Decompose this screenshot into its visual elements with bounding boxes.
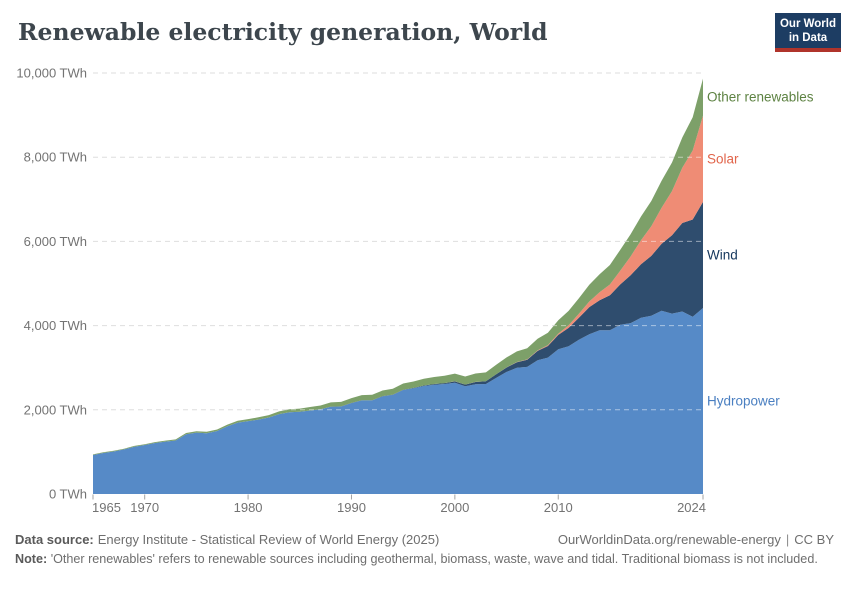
y-tick-label: 8,000 TWh	[24, 150, 87, 165]
x-tick-label: 2010	[544, 500, 573, 515]
y-tick-label: 0 TWh	[49, 487, 87, 502]
x-tick-label: 1970	[130, 500, 159, 515]
y-tick-label: 4,000 TWh	[24, 318, 87, 333]
series-label-other-renewables[interactable]: Other renewables	[707, 90, 814, 105]
note-text: 'Other renewables' refers to renewable s…	[50, 552, 818, 567]
x-tick-label: 1990	[337, 500, 366, 515]
owid-logo[interactable]: Our World in Data	[775, 13, 841, 53]
x-tick-label: 2024	[677, 500, 706, 515]
area-hydropower[interactable]	[93, 308, 703, 494]
series-label-hydropower[interactable]: Hydropower	[707, 394, 780, 409]
data-source: Data source: Energy Institute - Statistic…	[15, 531, 439, 549]
x-tick-label: 1965	[92, 500, 121, 515]
y-tick-label: 10,000 TWh	[16, 66, 87, 81]
owid-url-link[interactable]: OurWorldinData.org/renewable-energy	[557, 532, 781, 547]
y-tick-label: 6,000 TWh	[24, 234, 87, 249]
series-label-solar[interactable]: Solar	[707, 151, 739, 166]
owid-logo-line1: Our World	[779, 18, 836, 30]
stacked-area-chart: 0 TWh 2,000 TWh 4,000 TWh 6,000 TWh 8,000 TW…	[16, 66, 814, 516]
x-tick-label: 1980	[234, 500, 263, 515]
area-wind[interactable]	[93, 201, 703, 455]
x-tick-label: 2000	[440, 500, 469, 515]
license-link[interactable]: CC BY	[794, 532, 834, 547]
data-source-label: Data source:	[15, 532, 94, 547]
footer-separator: |	[785, 532, 790, 547]
footer-source-row: Data source: Energy Institute - Statistic…	[15, 531, 834, 549]
owid-logo-line2: in Data	[788, 32, 828, 45]
y-tick-label: 2,000 TWh	[24, 402, 87, 417]
note-label: Note:	[15, 552, 48, 567]
footer-note: Note: 'Other renewables' refers to renew…	[15, 551, 834, 569]
chart-footer: Data source: Energy Institute - Statistic…	[15, 531, 834, 569]
series-label-wind[interactable]: Wind	[707, 247, 738, 262]
page-title: Renewable electricity generation, World	[18, 18, 548, 46]
footer-links: OurWorldinData.org/renewable-energy | CC B…	[558, 531, 834, 549]
data-source-text: Energy Institute - Statistical Review of…	[97, 532, 440, 547]
